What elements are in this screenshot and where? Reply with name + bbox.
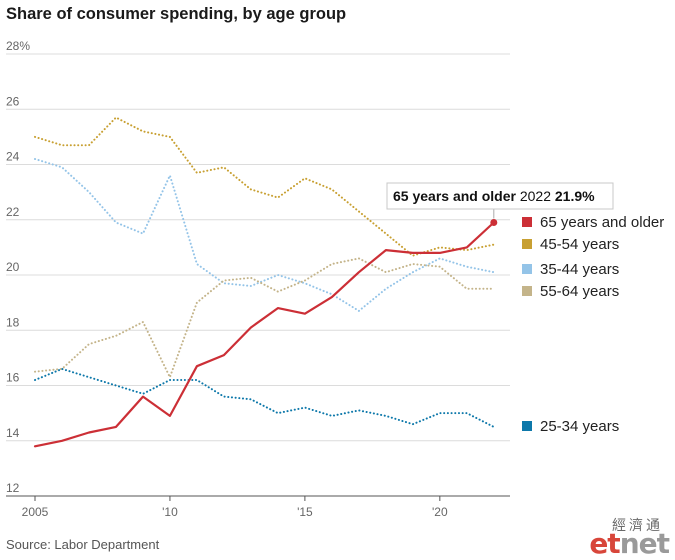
- logo-chinese-text: 經濟通: [612, 518, 663, 534]
- callout-point: [490, 219, 498, 227]
- legend-label: 25-34 years: [540, 418, 619, 435]
- callout-value: 21.9%: [555, 188, 595, 204]
- y-tick-label: 22: [6, 205, 20, 219]
- callout-box: [386, 182, 614, 210]
- callout-text: 65 years and older 2022 21.9%: [393, 188, 595, 204]
- callout-layer: 65 years and older 2022 21.9%: [386, 182, 614, 227]
- series-line: [33, 221, 495, 448]
- logo-wordmark: etnet: [589, 527, 670, 560]
- legend-label: 65 years and older: [540, 214, 664, 231]
- series-line: [34, 367, 495, 428]
- x-tick-label: '15: [297, 505, 313, 519]
- logo-net: net: [619, 527, 670, 560]
- legend-marker: [522, 217, 532, 227]
- legend-label: 35-44 years: [540, 261, 619, 278]
- series-line: [34, 257, 495, 379]
- logo-et: et: [589, 527, 620, 560]
- legend-label: 55-64 years: [540, 283, 619, 300]
- y-tick-label: 18: [6, 315, 20, 329]
- y-tick-label: 12: [6, 481, 20, 495]
- series-line: [34, 158, 495, 312]
- legend-layer: 65 years and older 45-54 years 35-44 years…: [522, 214, 664, 435]
- x-tick-label: '10: [162, 505, 178, 519]
- y-tick-label: 24: [6, 150, 20, 164]
- y-tick-label: 16: [6, 371, 20, 385]
- x-tick-label: 2005: [22, 505, 49, 519]
- series-layer: [33, 116, 495, 448]
- x-tick-label: '20: [432, 505, 448, 519]
- etnet-logo: 經濟通 etnet: [579, 515, 671, 560]
- y-tick-label: 28%: [6, 39, 30, 53]
- callout-year: 2022: [516, 188, 555, 204]
- chart-source: Source: Labor Department: [6, 537, 160, 552]
- grid-layer: [6, 53, 510, 442]
- y-tick-label: 20: [6, 260, 20, 274]
- legend-marker: [522, 286, 532, 296]
- callout-series: 65 years and older: [393, 188, 517, 204]
- legend-marker: [522, 239, 532, 249]
- axis-layer: 12 14 16 18 20 22 24 26 28% 2005 '10 '15 '20: [6, 39, 510, 519]
- legend-marker: [522, 421, 532, 431]
- series-line: [34, 116, 495, 257]
- y-tick-label: 14: [6, 426, 20, 440]
- legend-marker: [522, 264, 532, 274]
- y-tick-label: 26: [6, 94, 20, 108]
- chart-title: Share of consumer spending, by age group: [6, 5, 347, 23]
- legend-label: 45-54 years: [540, 236, 619, 253]
